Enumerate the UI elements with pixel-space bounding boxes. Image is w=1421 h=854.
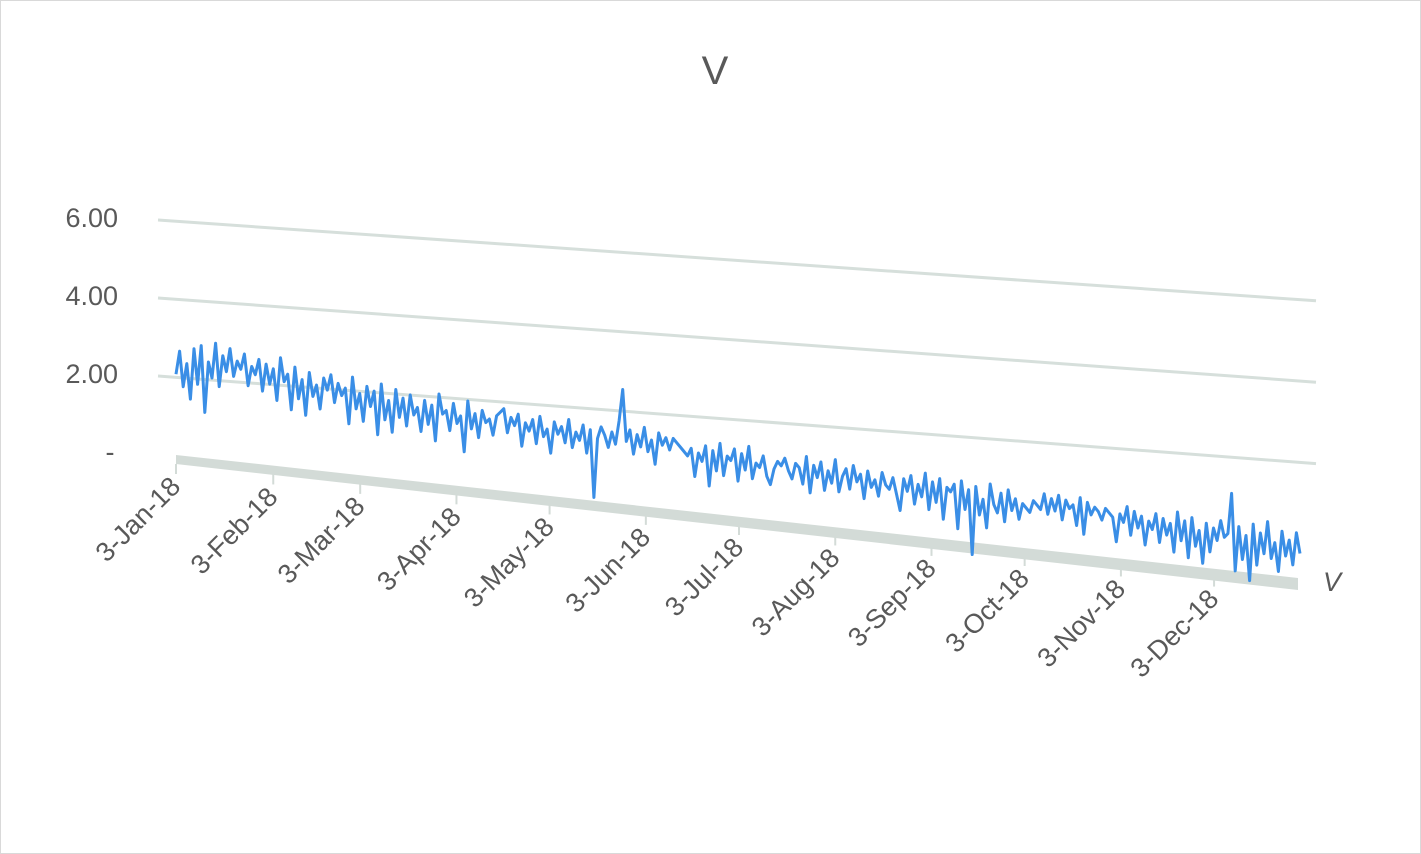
floor-plane — [176, 455, 1298, 590]
y-tick-label: 6.00 — [65, 203, 118, 233]
chart-title: V — [702, 49, 729, 93]
y-tick-label: 2.00 — [65, 359, 118, 389]
x-tick-label: 3-Oct-18 — [939, 563, 1034, 658]
x-tick-label: 3-Apr-18 — [371, 501, 466, 596]
depth-axis-label: V — [1323, 567, 1344, 597]
y-axis-ticks: - 2.00 4.00 6.00 — [65, 203, 118, 467]
x-tick-label: 3-Feb-18 — [185, 481, 284, 580]
y-tick-label: 4.00 — [65, 281, 118, 311]
gridline-6.00 — [157, 218, 1317, 303]
x-tick-label: 3-May-18 — [458, 511, 560, 613]
x-tick-label: 3-Nov-18 — [1031, 573, 1131, 673]
x-tick-label: 3-Sep-18 — [842, 553, 942, 653]
x-tick-label: 3-Jul-18 — [659, 532, 749, 622]
gridlines — [157, 218, 1317, 466]
x-tick-label: 3-Dec-18 — [1125, 584, 1225, 684]
x-tick-label: 3-Mar-18 — [272, 491, 371, 590]
series-line-V — [174, 341, 1302, 583]
y-tick-label: - — [106, 437, 115, 467]
x-tick-label: 3-Jan-18 — [90, 471, 187, 568]
x-tick-label: 3-Aug-18 — [746, 542, 846, 642]
x-axis-ticks: 3-Jan-183-Feb-183-Mar-18 3-Apr-183-May-18… — [90, 464, 1225, 684]
gridline-4.00 — [157, 296, 1317, 384]
series-group — [174, 341, 1302, 583]
floor-surface — [176, 455, 1298, 590]
x-tick-label: 3-Jun-18 — [560, 522, 657, 619]
